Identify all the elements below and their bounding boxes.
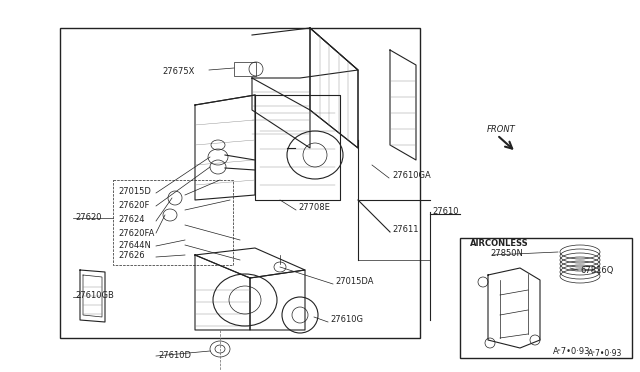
Bar [113, 180, 233, 265]
Text: Aᶜ7•0·93: Aᶜ7•0·93 [588, 350, 622, 359]
Text: FRONT: FRONT [487, 125, 516, 135]
Text: 27708E: 27708E [298, 203, 330, 212]
Text: 27850N: 27850N [490, 250, 523, 259]
Text: 27644N: 27644N [118, 241, 151, 250]
Bar [234, 62, 256, 76]
Text: 27610GB: 27610GB [75, 291, 114, 299]
Text: 27610GA: 27610GA [392, 170, 431, 180]
Text: 27611: 27611 [392, 225, 419, 234]
Text: 27675X: 27675X [163, 67, 195, 77]
Text: 27015D: 27015D [118, 187, 151, 196]
Text: 27624: 27624 [118, 215, 145, 224]
Text: 27620F: 27620F [118, 201, 149, 209]
Text: 27610G: 27610G [330, 315, 363, 324]
Text: 27610D: 27610D [158, 350, 191, 359]
Text: 27015DA: 27015DA [335, 278, 374, 286]
Bar [60, 28, 420, 338]
Text: AIRCONLESS: AIRCONLESS [470, 238, 529, 247]
Bar [460, 238, 632, 358]
Text: 67816Q: 67816Q [580, 266, 613, 275]
Text: 27626: 27626 [118, 251, 145, 260]
Text: 27620FA: 27620FA [118, 228, 154, 237]
Text: Aᶜ7•0·93: Aᶜ7•0·93 [552, 347, 590, 356]
Text: 27610: 27610 [432, 208, 458, 217]
Text: 27620: 27620 [75, 214, 102, 222]
